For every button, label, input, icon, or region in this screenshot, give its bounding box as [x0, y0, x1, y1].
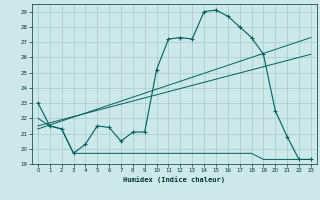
X-axis label: Humidex (Indice chaleur): Humidex (Indice chaleur)	[124, 176, 225, 183]
